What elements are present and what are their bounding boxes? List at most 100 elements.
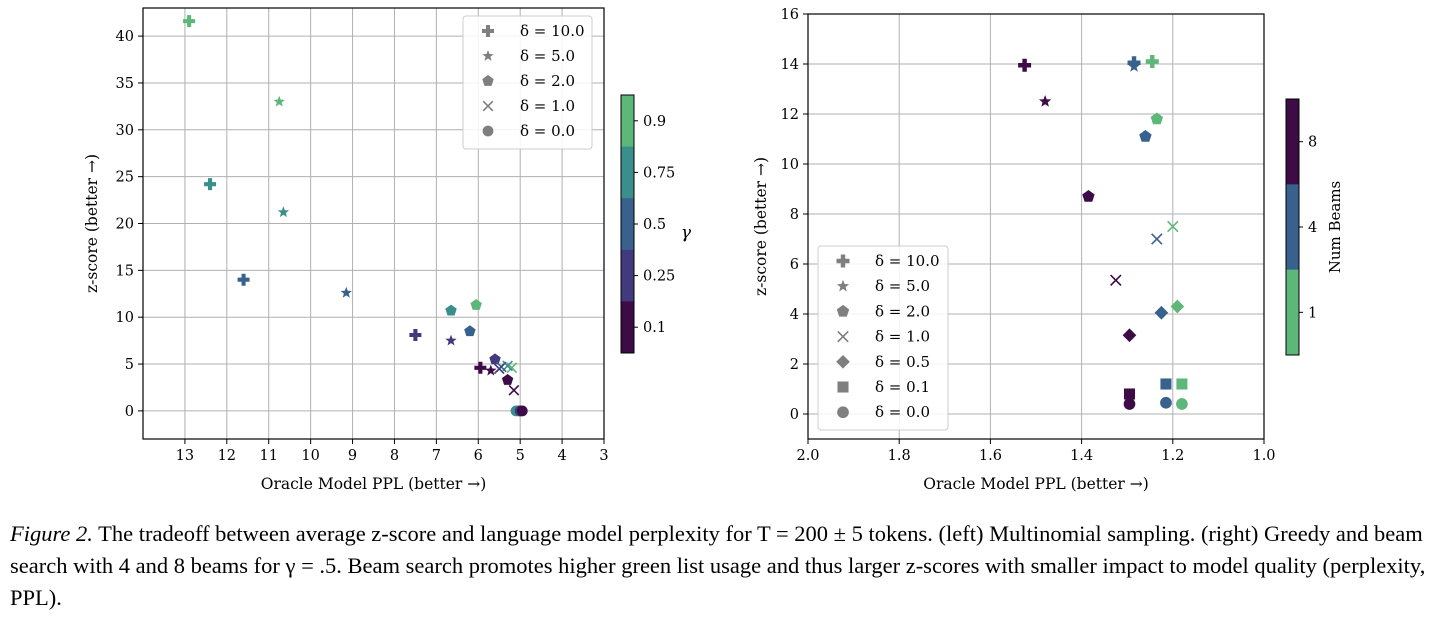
data-point-circle-shape (1123, 398, 1136, 410)
x-tick-label: 13 (176, 448, 194, 464)
legend-label: δ = 0.0 (520, 122, 575, 140)
x-axis-label: Oracle Model PPL (better →) (923, 475, 1149, 493)
data-point-x-shape (493, 363, 505, 375)
x-tick-label: 4 (557, 448, 566, 464)
legend-marker-pentagon (836, 304, 850, 317)
x-tick-label: 9 (348, 448, 357, 464)
data-point-x (1110, 274, 1122, 287)
data-point-circle-shape (516, 405, 528, 417)
data-point-star (1127, 60, 1141, 72)
colorbar-tick-label: 0.1 (643, 320, 666, 336)
data-point-pentagon (464, 325, 476, 337)
colorbar-segment (1286, 269, 1299, 356)
data-point-star (340, 286, 352, 298)
legend-marker-star-shape (482, 50, 494, 61)
y-tick-label: 5 (125, 357, 134, 373)
caption-label: Figure 2. (10, 521, 93, 546)
data-point-pentagon-shape (1082, 190, 1095, 202)
data-point-square-shape (1176, 378, 1188, 390)
data-point-star-shape (1038, 95, 1052, 107)
data-point-star-shape (340, 286, 352, 298)
data-point-pentagon (1139, 130, 1152, 142)
legend-label: δ = 5.0 (875, 277, 930, 295)
colorbar-tick-label: 0.9 (643, 114, 666, 130)
data-point-star (445, 334, 457, 346)
colorbar-segment (621, 301, 634, 354)
data-point-pentagon-shape (1139, 130, 1152, 142)
legend-marker-pentagon (482, 75, 494, 86)
data-point-pentagon (470, 299, 482, 310)
data-point-pentagon-shape (1150, 112, 1164, 125)
data-point-circle (516, 405, 528, 417)
legend-marker-plus (836, 254, 850, 268)
data-point-plus-shape (1018, 58, 1032, 72)
colorbar-label: Num Beams (1326, 181, 1344, 274)
data-point-square (1176, 378, 1188, 390)
legend-box (462, 15, 593, 150)
data-point-diamond (1170, 299, 1185, 314)
data-point-pentagon-shape (445, 304, 457, 316)
legend-box (817, 245, 949, 431)
legend-marker-x (837, 330, 849, 343)
data-point-plus-shape (237, 273, 250, 286)
data-point-plus (474, 361, 487, 374)
legend-marker-square (837, 381, 849, 393)
colorbar-segment (621, 146, 634, 199)
x-tick-label: 12 (218, 448, 236, 464)
data-point-circle (1123, 398, 1136, 410)
y-tick-label: 10 (116, 310, 134, 326)
data-point-plus (183, 15, 196, 28)
colorbar-segment (621, 95, 634, 148)
legend-marker-pentagon-shape (836, 304, 850, 317)
colorbar-label: γ (681, 223, 692, 243)
y-tick-label: 15 (116, 263, 134, 279)
legend-marker-circle-shape (482, 125, 494, 137)
legend-marker-x (482, 100, 494, 112)
data-point-plus (204, 178, 217, 191)
data-point-diamond (1122, 328, 1137, 343)
colorbar-segment (621, 198, 634, 251)
y-tick-label: 16 (781, 7, 799, 23)
data-point-circle-shape (1176, 398, 1188, 410)
data-point-pentagon-shape (501, 373, 514, 385)
x-tick-label: 11 (260, 448, 278, 464)
colorbar-tick-label: 0.75 (643, 165, 675, 181)
legend-label: δ = 10.0 (875, 252, 940, 270)
colorbar-tick-label: 0.25 (643, 269, 675, 285)
x-tick-label: 1.4 (1070, 448, 1093, 464)
data-point-plus (237, 273, 250, 286)
data-point-x-shape (1110, 274, 1122, 287)
data-point-star-shape (273, 95, 285, 107)
data-point-square (1160, 378, 1172, 390)
data-point-pentagon (489, 353, 501, 365)
y-tick-label: 14 (781, 57, 799, 73)
legend-marker-circle (482, 125, 494, 137)
data-point-plus (1145, 55, 1159, 68)
data-point-pentagon (1082, 190, 1095, 202)
y-tick-label: 35 (116, 76, 134, 92)
legend-marker-star (836, 279, 850, 292)
legend-label: δ = 5.0 (520, 47, 575, 65)
legend-label: δ = 10.0 (520, 22, 585, 40)
data-point-pentagon (1150, 112, 1164, 125)
data-point-diamond-shape (1154, 305, 1169, 320)
x-axis-label: Oracle Model PPL (better →) (261, 475, 487, 493)
data-point-plus-shape (474, 361, 487, 374)
data-point-pentagon (501, 373, 514, 385)
colorbar-tick-label: 4 (1308, 220, 1317, 236)
x-tick-label: 5 (516, 448, 525, 464)
legend-label: δ = 2.0 (875, 302, 930, 320)
plot-frame (807, 13, 1265, 440)
legend-marker-plus-shape (836, 254, 850, 268)
y-tick-label: 10 (781, 157, 799, 173)
data-point-square-shape (1123, 388, 1136, 400)
legend-marker-plus-shape (482, 25, 494, 37)
colorbar-tick-label: 8 (1308, 135, 1317, 151)
data-point-pentagon-shape (489, 353, 501, 365)
x-tick-label: 7 (432, 448, 441, 464)
data-point-x (493, 363, 505, 375)
legend-marker-x-shape (482, 100, 494, 112)
data-point-diamond (1154, 305, 1169, 320)
